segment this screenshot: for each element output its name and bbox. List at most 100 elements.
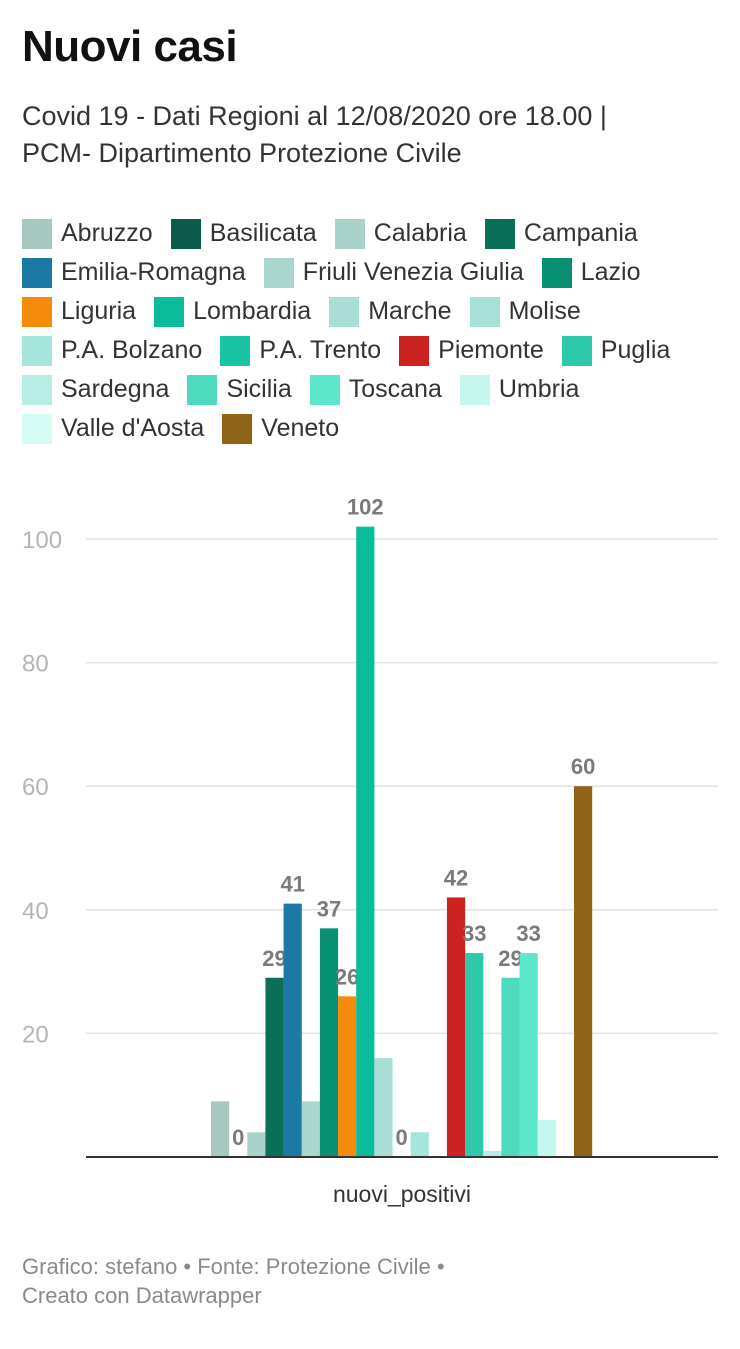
bar bbox=[574, 786, 593, 1157]
legend-swatch bbox=[334, 218, 365, 249]
legend-swatch bbox=[329, 296, 360, 327]
bar bbox=[211, 1101, 230, 1157]
data-label: 42 bbox=[444, 865, 468, 890]
legend-label: Campania bbox=[523, 219, 638, 247]
data-label: 60 bbox=[571, 754, 595, 779]
legend-row: P.A. Bolzano P.A. Trento Piemonte Puglia bbox=[22, 331, 722, 370]
data-label: 41 bbox=[280, 872, 304, 897]
bar bbox=[446, 897, 466, 1157]
chart-legend: Abruzzo Basilicata Calabria Campania Emilia-… bbox=[22, 214, 722, 448]
legend-item: Piemonte bbox=[399, 335, 544, 366]
legend-label: Piemonte bbox=[438, 336, 544, 364]
legend-swatch bbox=[22, 296, 52, 327]
legend-label: Lazio bbox=[580, 258, 641, 286]
legend-item: Puglia bbox=[561, 335, 670, 366]
footer-credit: Grafico: stefano • Fonte: Protezione Civ… bbox=[22, 1254, 445, 1279]
chart-title: Nuovi casi bbox=[22, 22, 238, 71]
legend-item: Campania bbox=[484, 218, 638, 249]
legend-label: Lombardia bbox=[193, 297, 312, 325]
legend-swatch bbox=[541, 257, 572, 288]
legend-swatch bbox=[22, 413, 52, 444]
legend-swatch bbox=[22, 257, 52, 288]
legend-item: Emilia-Romagna bbox=[22, 257, 246, 288]
bar bbox=[374, 1058, 393, 1157]
legend-item: P.A. Bolzano bbox=[22, 335, 203, 366]
legend-swatch bbox=[187, 374, 218, 405]
chart-footer: Grafico: stefano • Fonte: Protezione Civ… bbox=[22, 1252, 722, 1310]
legend-item: Calabria bbox=[334, 218, 467, 249]
bar-chart: 2040608010002941372610204233293360nuovi_… bbox=[22, 495, 718, 1207]
bar bbox=[537, 1119, 556, 1157]
y-tick-label: 20 bbox=[22, 1021, 49, 1048]
legend-label: Valle d'Aosta bbox=[61, 414, 205, 442]
legend-item: Umbria bbox=[459, 374, 580, 405]
bar bbox=[319, 928, 339, 1157]
x-category-label: nuovi_positivi bbox=[333, 1181, 471, 1207]
legend-label: Molise bbox=[508, 297, 581, 325]
bar bbox=[283, 903, 302, 1157]
subtitle-line-2: PCM- Dipartimento Protezione Civile bbox=[22, 138, 462, 168]
legend-swatch bbox=[22, 218, 52, 249]
legend-row: Sardegna Sicilia Toscana Umbria bbox=[22, 370, 722, 409]
footer-tool: Creato con Datawrapper bbox=[22, 1283, 262, 1308]
y-tick-label: 100 bbox=[22, 527, 62, 554]
legend-swatch bbox=[22, 335, 52, 366]
legend-label: Calabria bbox=[373, 219, 467, 247]
legend-item: Marche bbox=[329, 296, 452, 327]
bar bbox=[356, 526, 375, 1157]
bar bbox=[483, 1150, 502, 1157]
legend-label: Sardegna bbox=[61, 375, 170, 403]
legend-label: P.A. Bolzano bbox=[61, 336, 203, 364]
legend-swatch bbox=[561, 335, 592, 366]
legend-item: Lombardia bbox=[154, 296, 312, 327]
legend-item: Toscana bbox=[309, 374, 442, 405]
legend-label: Umbria bbox=[498, 375, 580, 403]
y-tick-label: 40 bbox=[22, 898, 49, 925]
bar bbox=[410, 1132, 429, 1157]
bar bbox=[338, 996, 357, 1157]
data-label: 33 bbox=[462, 921, 486, 946]
data-label: 33 bbox=[516, 921, 540, 946]
legend-label: Basilicata bbox=[209, 219, 317, 247]
legend-label: Liguria bbox=[61, 297, 137, 325]
legend-item: Molise bbox=[469, 296, 581, 327]
legend-label: Marche bbox=[368, 297, 452, 325]
legend-swatch bbox=[484, 218, 515, 249]
legend-swatch bbox=[309, 374, 340, 405]
legend-row: Liguria Lombardia Marche Molise bbox=[22, 292, 722, 331]
legend-label: P.A. Trento bbox=[259, 336, 382, 364]
legend-swatch bbox=[22, 374, 52, 405]
subtitle-line-1: Covid 19 - Dati Regioni al 12/08/2020 or… bbox=[22, 101, 607, 131]
bar bbox=[519, 953, 538, 1157]
legend-item: Sardegna bbox=[22, 374, 170, 405]
chart-subtitle: Covid 19 - Dati Regioni al 12/08/2020 or… bbox=[22, 98, 722, 172]
y-tick-label: 60 bbox=[22, 774, 49, 801]
bar bbox=[247, 1132, 266, 1157]
data-label: 37 bbox=[317, 896, 341, 921]
legend-item: Valle d'Aosta bbox=[22, 413, 205, 444]
legend-item: Lazio bbox=[541, 257, 641, 288]
legend-label: Friuli Venezia Giulia bbox=[302, 258, 524, 286]
legend-item: Friuli Venezia Giulia bbox=[263, 257, 524, 288]
legend-label: Emilia-Romagna bbox=[61, 258, 246, 286]
bar bbox=[465, 953, 484, 1157]
data-label: 29 bbox=[498, 946, 522, 971]
data-label: 0 bbox=[395, 1125, 407, 1150]
legend-item: Veneto bbox=[222, 413, 339, 444]
data-label: 26 bbox=[335, 964, 359, 989]
legend-item: Basilicata bbox=[170, 218, 317, 249]
legend-row: Valle d'Aosta Veneto bbox=[22, 409, 722, 448]
legend-swatch bbox=[154, 296, 185, 327]
data-label: 0 bbox=[232, 1125, 244, 1150]
legend-row: Emilia-Romagna Friuli Venezia Giulia Lazio bbox=[22, 253, 722, 292]
legend-swatch bbox=[220, 335, 251, 366]
bar bbox=[301, 1101, 320, 1157]
legend-swatch bbox=[263, 257, 294, 288]
legend-label: Abruzzo bbox=[61, 219, 153, 247]
legend-item: Abruzzo bbox=[22, 218, 153, 249]
legend-item: P.A. Trento bbox=[220, 335, 382, 366]
legend-item: Liguria bbox=[22, 296, 137, 327]
legend-item: Sicilia bbox=[187, 374, 292, 405]
data-label: 102 bbox=[347, 495, 384, 520]
bar bbox=[501, 977, 520, 1157]
